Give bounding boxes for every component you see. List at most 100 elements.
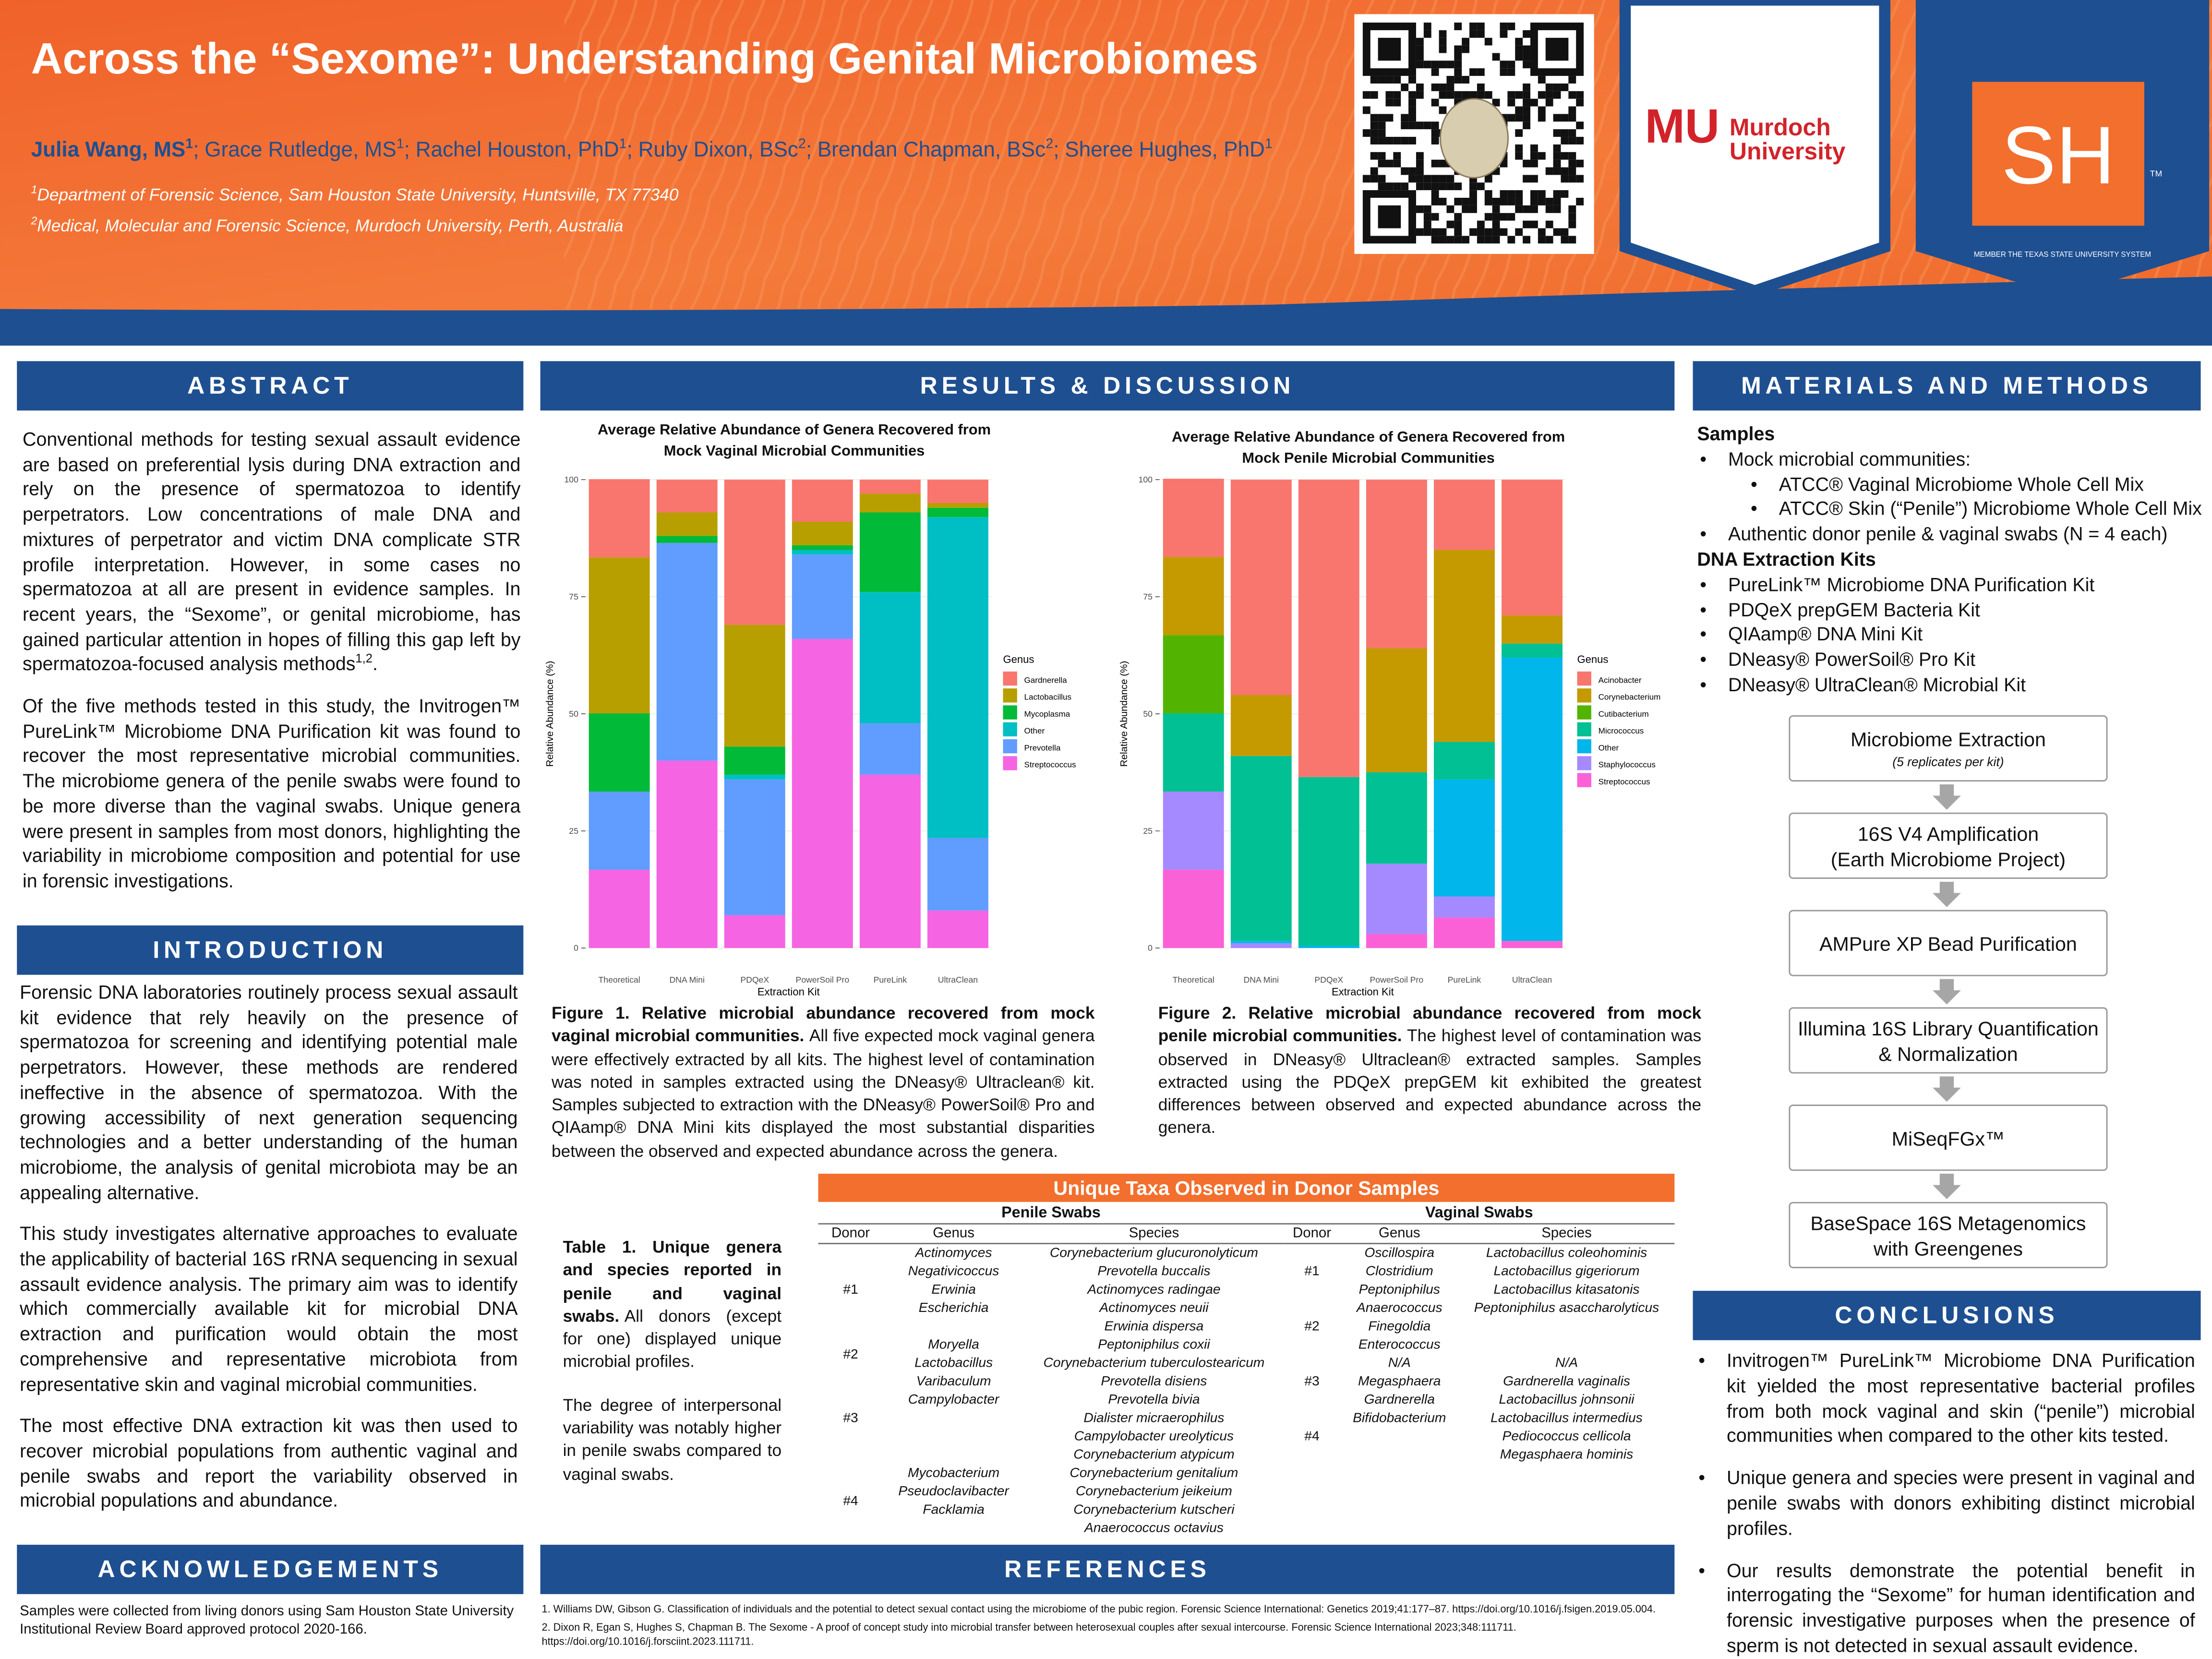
author-name: Brendan Chapman, BSc <box>817 138 1046 162</box>
bar-segment <box>927 517 988 838</box>
section-heading: REFERENCES <box>540 1544 1675 1594</box>
group-heading: Penile Swabs <box>818 1205 1284 1225</box>
qr-module <box>1378 152 1386 160</box>
species-cell: Corynebacterium glucuronolyticum Prevotel… <box>1024 1244 1284 1336</box>
qr-module <box>1454 91 1462 99</box>
qr-module <box>1500 228 1508 236</box>
y-tick-label: 100 <box>1139 475 1153 484</box>
qr-module <box>1416 175 1424 183</box>
qr-module <box>1385 114 1394 122</box>
qr-module <box>1561 114 1569 122</box>
subheading: DNA Extraction Kits <box>1697 549 1876 570</box>
author-name: Ruby Dixon, BSc <box>638 138 798 162</box>
qr-module <box>1378 129 1386 137</box>
qr-module <box>1553 91 1561 99</box>
qr-module <box>1553 144 1561 152</box>
qr-module <box>1439 198 1447 205</box>
genus: Anaerococcus <box>1356 1300 1443 1316</box>
legend-swatch <box>1003 722 1017 737</box>
qr-module <box>1561 83 1569 91</box>
qr-finder <box>1378 205 1401 228</box>
arrow-shape <box>1933 881 1961 907</box>
qr-module <box>1370 121 1378 130</box>
qr-module <box>1385 98 1394 107</box>
bar-segment <box>792 480 853 522</box>
genus: Clostridium <box>1365 1264 1433 1280</box>
qr-module <box>1500 68 1508 76</box>
qr-module <box>1469 30 1477 38</box>
species: Peptoniphilus coxii <box>1098 1337 1210 1353</box>
genus: Erwinia <box>931 1282 976 1298</box>
legend-label: Lactobacillus <box>1024 693 1071 702</box>
qr-module <box>1507 91 1515 99</box>
introduction: Forensic DNA laboratories routinely proc… <box>20 980 517 1530</box>
x-tick-label: PowerSoil Pro <box>1370 975 1424 985</box>
affiliations: 1Department of Forensic Science, Sam Hou… <box>31 179 679 241</box>
donor-row: #4 Mycobacterium Pseudoclavibacter Facklami… <box>818 1464 1284 1538</box>
qr-module <box>1568 236 1576 244</box>
qr-module <box>1462 205 1470 213</box>
chart: Average Relative Abundance of Genera Rec… <box>1115 427 1679 1006</box>
x-tick-label: PDQeX <box>1314 975 1343 985</box>
x-tick-label: Theoretical <box>1173 975 1214 985</box>
qr-module <box>1454 220 1462 228</box>
qr-module <box>1446 205 1455 213</box>
qr-module <box>1446 220 1455 228</box>
legend-label: Prevotella <box>1024 743 1061 752</box>
legend-label: Corynebacterium <box>1599 693 1661 702</box>
abstract-paragraph: Of the five methods tested in this study… <box>23 694 520 894</box>
qr-module <box>1568 91 1576 99</box>
qr-module <box>1484 91 1492 99</box>
species: Lactobacillus intermedius <box>1491 1410 1643 1427</box>
qr-module <box>1408 98 1416 107</box>
qr-module <box>1523 159 1530 168</box>
qr-module <box>1362 175 1370 183</box>
workflow-step: BaseSpace 16S Metagenomics with Greengen… <box>1789 1202 2108 1268</box>
x-tick-label: PowerSoil Pro <box>795 975 849 985</box>
y-tick-label: 50 <box>1143 709 1153 719</box>
qr-module <box>1515 37 1523 46</box>
author-affiliation: 1 <box>185 137 193 153</box>
legend-label: Mycoplasma <box>1024 709 1070 719</box>
qr-module <box>1515 190 1523 198</box>
species: Corynebacterium jeikeium <box>1075 1484 1232 1500</box>
qr-finder <box>1545 37 1569 61</box>
x-tick-label: UltraClean <box>938 975 978 985</box>
legend-title: Genus <box>1003 653 1034 665</box>
species: Corynebacterium tuberculostearicum <box>1043 1356 1265 1371</box>
qr-module <box>1553 114 1561 122</box>
bar-segment <box>1366 864 1427 934</box>
bar-segment <box>1298 945 1359 948</box>
qr-module <box>1431 182 1439 191</box>
arrow-shape <box>1933 1174 1961 1199</box>
qr-module <box>1484 190 1492 198</box>
qr-module <box>1484 198 1492 205</box>
bar-segment <box>1433 480 1495 550</box>
step-line: (Earth Microbiome Project) <box>1830 847 2066 870</box>
qr-module <box>1370 137 1378 144</box>
chart: Average Relative Abundance of Genera Rec… <box>541 421 1105 1006</box>
species: Pediococcus cellicola <box>1502 1429 1631 1445</box>
citation: 1,2 <box>355 651 373 666</box>
x-tick-label: PureLink <box>1448 975 1481 985</box>
genus: Negativicoccus <box>908 1264 999 1280</box>
bar-segment <box>656 480 718 513</box>
affiliation: 1Department of Forensic Science, Sam Hou… <box>31 179 679 210</box>
qr-module <box>1538 114 1546 122</box>
shsu-member: MEMBER THE TEXAS STATE UNIVERSITY SYSTEM <box>1974 251 2151 259</box>
qr-module <box>1469 182 1477 191</box>
qr-module <box>1538 190 1546 198</box>
shsu-tm: TM <box>2150 168 2162 178</box>
caption-text: All five expected mock vaginal genera we… <box>552 1026 1095 1161</box>
qr-module <box>1408 137 1416 144</box>
donor-id: #3 <box>843 1410 858 1427</box>
y-tick-label: 50 <box>569 709 578 719</box>
legend-swatch <box>1577 756 1591 770</box>
column-headers: Donor Genus Species <box>1284 1225 1675 1245</box>
qr-module <box>1477 68 1485 76</box>
step-line: Illumina 16S Library Quantification & No… <box>1798 1016 2099 1065</box>
species-cell: N/A Gardnerella vaginalis Lactobacillus jo… <box>1459 1354 1675 1409</box>
bar-segment <box>724 625 785 747</box>
qr-module <box>1378 76 1386 84</box>
column-header: Donor <box>1293 1226 1332 1242</box>
